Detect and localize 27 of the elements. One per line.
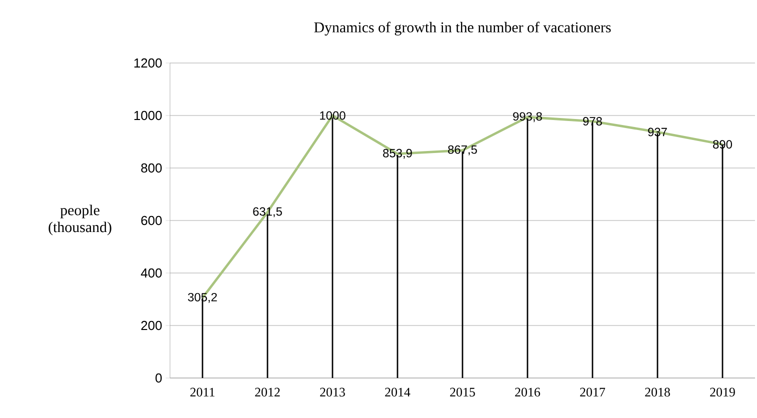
x-tick-label: 2014 xyxy=(385,388,410,397)
x-tick-label: 2015 xyxy=(450,388,475,397)
data-label: 631,5 xyxy=(253,207,282,218)
data-label: 853,9 xyxy=(383,148,412,159)
y-tick-label: 200 xyxy=(141,320,162,330)
y-axis-title: people (thousand) xyxy=(48,204,112,236)
y-tick-label: 600 xyxy=(141,216,162,226)
data-label: 978 xyxy=(583,117,602,126)
data-label: 890 xyxy=(713,140,732,149)
y-tick-label: 0 xyxy=(156,373,162,383)
x-tick-label: 2018 xyxy=(645,388,670,397)
y-tick-label: 800 xyxy=(141,163,162,173)
x-tick-label: 2016 xyxy=(515,388,540,397)
x-tick-label: 2019 xyxy=(710,388,735,397)
y-tick-label: 1000 xyxy=(134,110,162,120)
data-label: 1000 xyxy=(320,111,346,120)
y-tick-label: 1200 xyxy=(134,58,162,68)
data-label: 867,5 xyxy=(448,145,477,156)
x-tick-label: 2012 xyxy=(255,388,280,397)
data-label: 305,2 xyxy=(188,292,217,303)
x-tick-label: 2013 xyxy=(320,388,345,397)
y-tick-label: 400 xyxy=(140,268,162,278)
data-label: 937 xyxy=(648,128,667,136)
x-tick-label: 2017 xyxy=(580,388,606,397)
data-label: 993,8 xyxy=(513,112,542,122)
chart-title: Dynamics of growth in the number of vacationers xyxy=(314,22,611,36)
x-tick-label: 2011 xyxy=(190,388,214,397)
